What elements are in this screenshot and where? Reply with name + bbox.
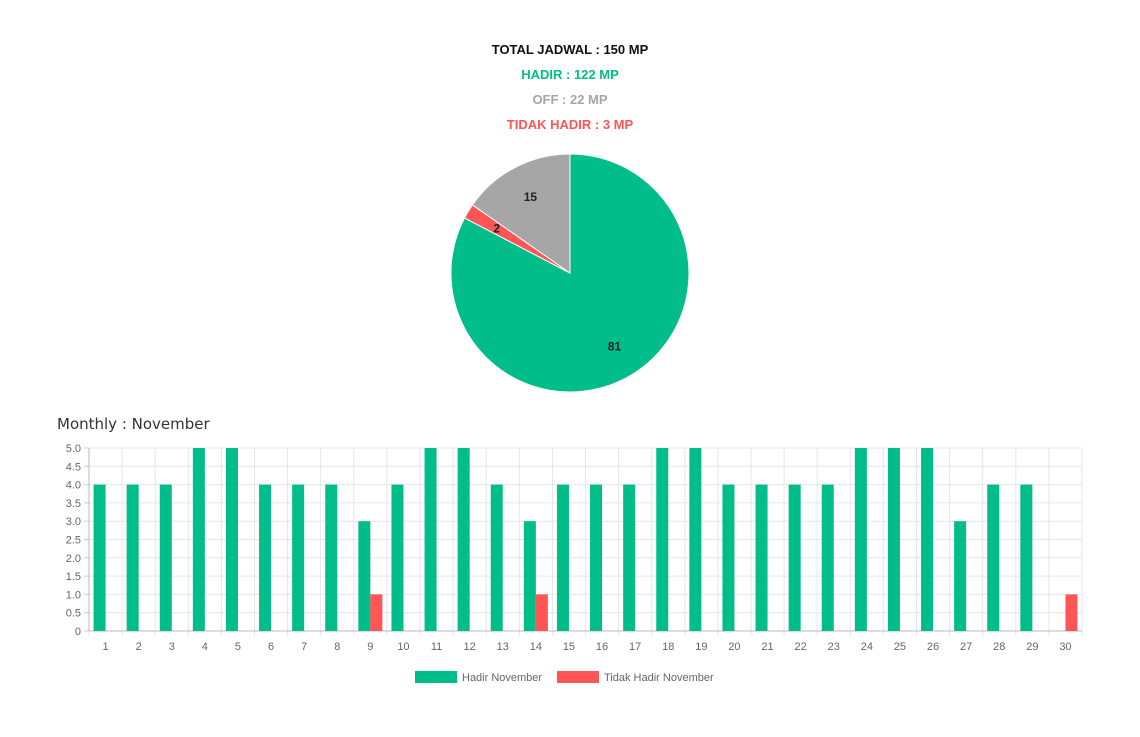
x-tick-label: 30 [1059,641,1071,653]
bar-hadir [821,484,834,631]
y-tick-label: 4.5 [66,461,81,473]
bar-hadir [490,484,503,631]
absent-count-label: TIDAK HADIR : 3 MP [506,117,634,132]
attendance-summary: TOTAL JADWAL : 150 MP HADIR : 122 MP OFF… [0,40,1140,140]
bar-tidak-hadir [370,594,383,631]
x-tick-label: 13 [497,641,509,653]
bar-hadir [921,448,934,631]
x-tick-label: 15 [563,641,575,653]
x-tick-label: 19 [695,641,707,653]
bar-tidak-hadir [535,594,548,631]
bar-hadir [854,448,867,631]
legend-swatch-hadir[interactable] [415,671,457,683]
y-tick-label: 3.0 [66,516,81,528]
y-tick-label: 1.0 [66,589,81,601]
x-tick-label: 7 [301,641,307,653]
x-tick-label: 26 [927,641,939,653]
x-tick-label: 27 [960,641,972,653]
total-schedule-label: TOTAL JADWAL : 150 MP [491,42,649,57]
bar-hadir [523,521,536,631]
bar-hadir [1020,484,1033,631]
x-tick-label: 16 [596,641,608,653]
bar-hadir [656,448,669,631]
bar-hadir [391,484,404,631]
bar-hadir [126,484,139,631]
off-count-label: OFF : 22 MP [532,92,608,107]
x-tick-label: 6 [268,641,274,653]
present-count-label: HADIR : 122 MP [521,67,619,82]
bar-hadir [689,448,702,631]
y-tick-label: 4.0 [66,480,81,492]
bar-hadir [93,484,106,631]
x-tick-label: 10 [397,641,409,653]
x-tick-label: 23 [828,641,840,653]
bar-hadir [457,448,470,631]
bar-hadir [225,448,238,631]
bar-hadir [292,484,305,631]
pie-slice-label: 15 [524,190,538,204]
x-tick-label: 8 [334,641,340,653]
x-tick-label: 14 [530,641,542,653]
x-tick-label: 24 [861,641,873,653]
x-tick-label: 12 [464,641,476,653]
y-tick-label: 5.0 [66,443,81,455]
bar-hadir [424,448,437,631]
bar-tidak-hadir [1065,594,1078,631]
x-tick-label: 25 [894,641,906,653]
bar-hadir [788,484,801,631]
bar-hadir [325,484,338,631]
x-tick-label: 29 [1026,641,1038,653]
bar-hadir [623,484,636,631]
bar-hadir [358,521,371,631]
x-tick-label: 11 [431,641,442,653]
y-tick-label: 0.5 [66,608,81,620]
x-tick-label: 5 [235,641,241,653]
x-tick-label: 20 [728,641,740,653]
legend-swatch-tidak-hadir[interactable] [557,671,599,683]
x-tick-label: 21 [761,641,773,653]
bar-hadir [159,484,172,631]
bar-hadir [887,448,900,631]
y-tick-label: 2.0 [66,553,81,565]
bar-hadir [755,484,768,631]
legend-label-tidak-hadir[interactable]: Tidak Hadir November [604,672,714,684]
legend-label-hadir[interactable]: Hadir November [462,672,542,684]
pie-slice [471,153,571,274]
pie-slice-label: 81 [608,339,622,353]
monthly-chart-title: Monthly : November [57,415,210,433]
bar-hadir [259,484,272,631]
pie-slice-label: 2 [493,222,500,236]
attendance-pie-chart: 81 2 15 [450,153,690,393]
x-tick-label: 2 [136,641,142,653]
x-tick-label: 17 [629,641,641,653]
bar-hadir [590,484,603,631]
bar-hadir [987,484,1000,631]
y-tick-label: 3.5 [66,498,81,510]
bar-hadir [556,484,569,631]
bar-hadir [954,521,967,631]
bar-hadir [722,484,735,631]
x-tick-label: 3 [169,641,175,653]
y-tick-label: 0 [75,626,81,638]
x-tick-label: 1 [102,641,108,653]
bar-hadir [192,448,205,631]
x-tick-label: 28 [993,641,1005,653]
y-tick-label: 1.5 [66,571,81,583]
x-tick-label: 4 [202,641,208,653]
x-tick-label: 22 [795,641,807,653]
x-tick-label: 18 [662,641,674,653]
x-tick-label: 9 [367,641,373,653]
y-tick-label: 2.5 [66,535,81,547]
